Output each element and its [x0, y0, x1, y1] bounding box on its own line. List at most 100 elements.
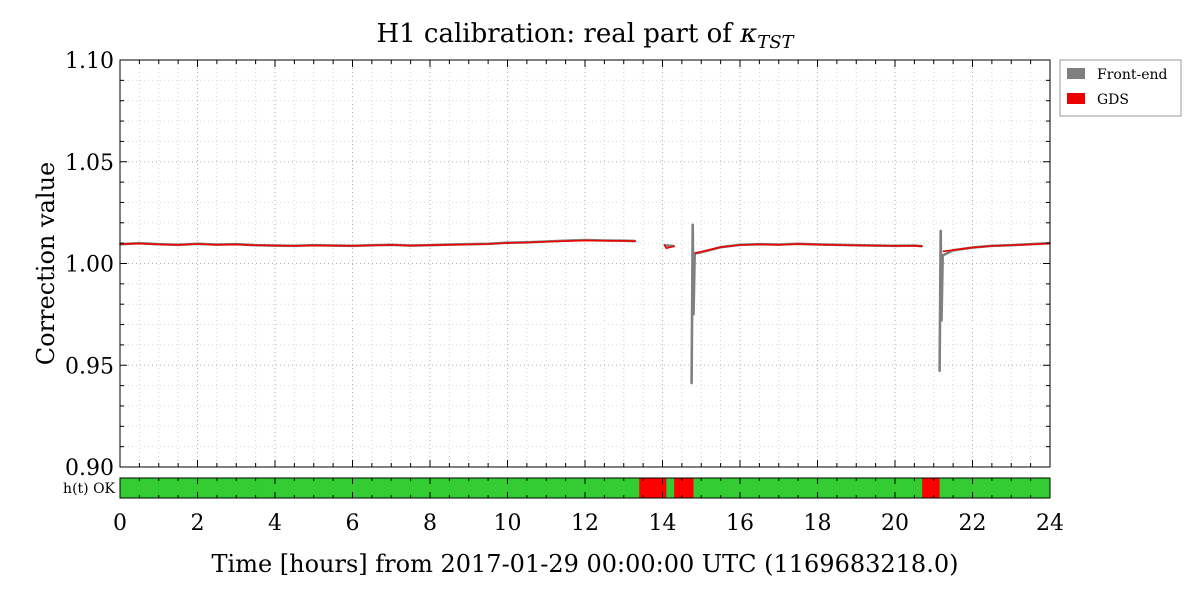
x-tick-label: 4 — [268, 511, 282, 536]
data-point — [874, 244, 877, 247]
data-point — [939, 230, 942, 232]
axis-ticks: 0 2 4 6 8 10 12 14 16 18 20 22 240.900.951.001.051.1… — [65, 49, 1064, 536]
x-axis-title: Time [hours] from 2017-01-29 00:00:00 UT… — [212, 550, 959, 578]
grid-lines — [119, 59, 1051, 468]
data-point — [216, 243, 218, 246]
series-line — [119, 239, 636, 247]
segment-frame — [119, 477, 1051, 499]
data-point — [836, 244, 838, 246]
x-tick-label: 14 — [649, 511, 677, 536]
data-point — [603, 239, 606, 242]
data-point — [157, 243, 160, 246]
y-axis-title: Correction value — [32, 162, 60, 365]
x-tick-label: 6 — [346, 511, 360, 536]
legend-swatch-gds — [1067, 93, 1085, 104]
data-point — [690, 382, 693, 385]
data-point — [758, 243, 761, 246]
data-point — [1029, 243, 1032, 246]
data-point — [952, 249, 954, 251]
x-tick-label: 10 — [494, 511, 522, 536]
series-line — [695, 243, 923, 255]
data-point — [692, 313, 695, 316]
data-point — [429, 244, 431, 246]
x-tick-label: 20 — [881, 511, 909, 536]
data-point — [700, 250, 703, 253]
data-point — [663, 244, 666, 246]
x-tick-label: 2 — [191, 511, 205, 536]
data-point — [487, 243, 489, 245]
data-point — [913, 244, 916, 247]
x-tick-label: 16 — [726, 511, 754, 536]
legend-label-gds: GDS — [1097, 92, 1129, 108]
x-tick-label: 12 — [571, 511, 599, 536]
data-point — [991, 245, 993, 247]
segment-bad — [639, 478, 667, 498]
data-point — [942, 250, 945, 253]
data-point — [921, 245, 923, 248]
data-point — [467, 243, 470, 246]
data-point — [526, 241, 528, 244]
legend: Front-end GDS — [1059, 59, 1182, 117]
series-line — [690, 223, 923, 384]
data-point — [332, 244, 334, 247]
x-tick-label: 22 — [959, 511, 987, 536]
data-point — [235, 243, 238, 246]
chart-title-subscript: TST — [757, 32, 795, 53]
data-point — [196, 243, 199, 245]
data-point — [940, 319, 943, 322]
data-point — [564, 240, 567, 242]
data-point — [777, 243, 780, 246]
data-point — [293, 244, 296, 247]
legend-swatch-front-end — [1067, 68, 1085, 79]
legend-label-front-end: Front-end — [1097, 67, 1168, 83]
data-point — [371, 244, 373, 247]
segment-bad — [674, 478, 694, 498]
data-point — [390, 244, 393, 246]
data-point — [622, 240, 625, 242]
y-tick-label: 1.05 — [65, 151, 114, 176]
data-point — [855, 244, 858, 247]
chart-title-kappa: κ — [739, 19, 757, 49]
series-line — [938, 229, 1051, 372]
x-tick-label: 8 — [423, 511, 437, 536]
data-point — [506, 242, 509, 244]
x-tick-label: 0 — [113, 511, 127, 536]
data-point — [691, 224, 694, 226]
y-tick-label: 0.90 — [65, 456, 114, 481]
data-point — [971, 246, 974, 249]
series-layer — [119, 223, 1051, 385]
data-point — [816, 243, 819, 246]
data-point — [312, 244, 315, 247]
chart-title: H1 calibration: real part of κTST — [376, 19, 795, 53]
chart-title-main: H1 calibration: real part of — [376, 19, 740, 49]
data-point — [1010, 244, 1013, 246]
data-point — [584, 239, 586, 242]
data-point — [351, 244, 354, 247]
data-point — [797, 243, 799, 245]
data-point — [409, 244, 412, 247]
data-point — [941, 254, 944, 257]
y-tick-label: 1.10 — [65, 49, 114, 74]
y-tick-label: 0.95 — [65, 354, 114, 379]
data-point — [739, 244, 741, 246]
segment-bar — [119, 477, 1051, 499]
data-point — [673, 245, 675, 248]
data-point — [665, 247, 668, 250]
data-point — [254, 244, 257, 246]
data-point — [448, 243, 451, 246]
data-point — [274, 244, 276, 247]
x-tick-label: 18 — [804, 511, 832, 536]
segment-bar-label: h(t) OK — [63, 481, 115, 497]
data-point — [138, 242, 141, 245]
segment-bad — [922, 478, 940, 498]
data-point — [894, 244, 896, 247]
series-gds — [119, 239, 1051, 255]
data-point — [719, 246, 722, 249]
data-point — [545, 240, 548, 243]
x-tick-label: 24 — [1036, 511, 1064, 536]
data-point — [938, 370, 941, 373]
y-tick-label: 1.00 — [65, 253, 114, 278]
data-point — [634, 240, 637, 242]
data-point — [177, 243, 179, 246]
